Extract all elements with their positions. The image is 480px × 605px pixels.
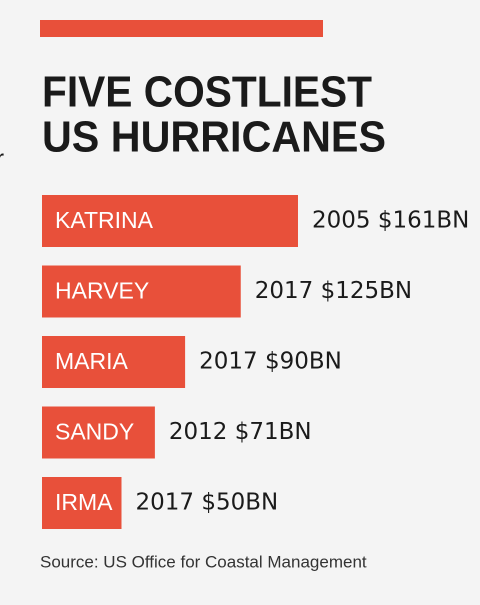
category-label: MARIA <box>55 348 129 374</box>
value-label: 2012 $71BN <box>169 419 312 445</box>
value-label: 2017 $125BN <box>255 278 412 304</box>
source: Source: US Office for Coastal Management <box>40 552 367 571</box>
value-label: 2005 $161BN <box>312 208 469 234</box>
bar <box>42 336 186 388</box>
category-label: HARVEY <box>55 278 149 304</box>
bar <box>42 195 298 247</box>
header-bar <box>40 20 323 37</box>
chart-title: US HURRICANES <box>42 113 386 162</box>
value-label: 2017 $90BN <box>199 349 342 375</box>
chart-title: FIVE COSTLIEST <box>42 68 372 117</box>
bar <box>42 477 122 529</box>
bar <box>42 406 155 459</box>
cropped-text: r <box>0 145 4 172</box>
category-label: SANDY <box>55 419 134 445</box>
category-label: KATRINA <box>55 207 154 233</box>
bar <box>42 265 241 318</box>
category-label: IRMA <box>55 489 113 515</box>
value-label: 2017 $50BN <box>136 490 279 516</box>
